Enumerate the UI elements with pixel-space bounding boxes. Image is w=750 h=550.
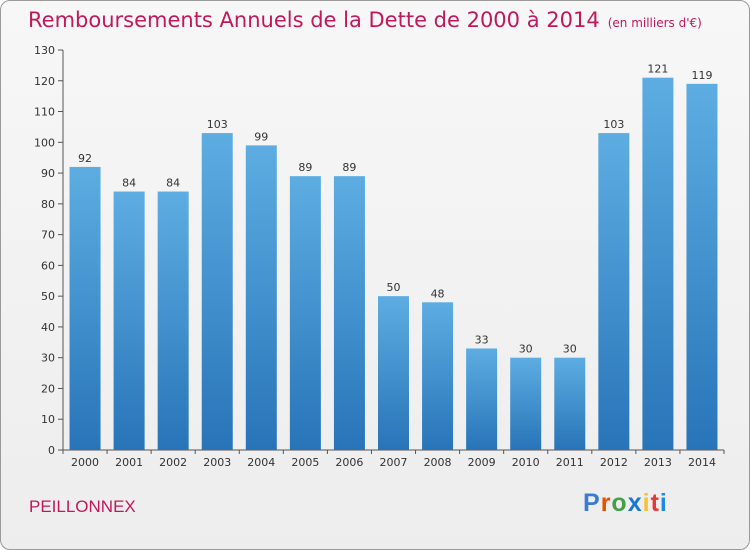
x-tick-label: 2007 bbox=[380, 456, 408, 469]
title-main: Remboursements Annuels de la Dette de 20… bbox=[28, 8, 600, 32]
x-tick-label: 2009 bbox=[468, 456, 496, 469]
data-label-2001: 84 bbox=[122, 177, 136, 190]
x-tick-label: 2006 bbox=[335, 456, 363, 469]
data-label-2004: 99 bbox=[254, 130, 268, 143]
title-unit: (en milliers d'€) bbox=[607, 16, 702, 30]
bar-2005 bbox=[289, 176, 321, 450]
y-tick-label: 130 bbox=[34, 44, 55, 57]
logo-letter: r bbox=[600, 489, 612, 517]
bar-2012 bbox=[598, 133, 630, 451]
bar-2008 bbox=[422, 302, 454, 450]
logo-letter: x bbox=[627, 489, 643, 517]
data-label-2013: 121 bbox=[647, 63, 668, 76]
data-label-2005: 89 bbox=[298, 161, 312, 174]
chart-title: Remboursements Annuels de la Dette de 20… bbox=[28, 8, 702, 32]
x-tick-label: 2014 bbox=[688, 456, 716, 469]
y-axis: 0 10 20 30 40 50 60 70 80 90 100 110 120 130 bbox=[34, 44, 64, 457]
logo-letter: i bbox=[642, 489, 651, 517]
x-tick-label: 2008 bbox=[424, 456, 452, 469]
x-tick-label: 2000 bbox=[71, 456, 99, 469]
y-tick-label: 90 bbox=[41, 167, 55, 180]
bar-2000 bbox=[69, 166, 101, 450]
y-tick-label: 70 bbox=[41, 229, 55, 242]
logo-letter: P bbox=[583, 489, 601, 517]
data-label-2012: 103 bbox=[603, 118, 624, 131]
y-tick-label: 30 bbox=[41, 352, 55, 365]
bar-2001 bbox=[113, 191, 145, 451]
y-tick-label: 60 bbox=[41, 259, 55, 272]
x-tick-label: 2010 bbox=[512, 456, 540, 469]
y-tick-label: 50 bbox=[41, 290, 55, 303]
commune-name: PEILLONNEX bbox=[29, 497, 136, 516]
data-label-2008: 48 bbox=[431, 287, 445, 300]
bar-2013 bbox=[642, 77, 674, 450]
y-tick-label: 120 bbox=[34, 75, 55, 88]
data-label-2006: 89 bbox=[342, 161, 356, 174]
bar-2003 bbox=[201, 133, 233, 451]
bar-2010 bbox=[510, 357, 542, 450]
bar-2007 bbox=[378, 296, 409, 450]
logo-letter: t bbox=[650, 489, 660, 517]
data-label-2011: 30 bbox=[563, 343, 577, 356]
bars: 92 84 84 103 99 89 89 50 48 33 30 30 103 121 119 bbox=[69, 63, 718, 451]
y-tick-label: 80 bbox=[41, 198, 55, 211]
y-tick-label: 20 bbox=[41, 382, 55, 395]
x-tick-label: 2002 bbox=[159, 456, 187, 469]
data-label-2010: 30 bbox=[519, 343, 533, 356]
logo-letter: i bbox=[659, 489, 668, 517]
bar-2004 bbox=[245, 145, 277, 450]
y-tick-label: 100 bbox=[34, 136, 55, 149]
x-tick-label: 2012 bbox=[600, 456, 628, 469]
y-tick-label: 0 bbox=[48, 444, 55, 457]
x-axis: 2000 2001 2002 2003 2004 2005 2006 2007 2008 2009… bbox=[62, 449, 725, 469]
data-label-2002: 84 bbox=[166, 177, 180, 190]
y-tick-label: 10 bbox=[41, 413, 55, 426]
bar-2006 bbox=[333, 176, 365, 450]
x-tick-label: 2013 bbox=[644, 456, 672, 469]
x-tick-label: 2003 bbox=[203, 456, 231, 469]
data-label-2009: 33 bbox=[475, 333, 489, 346]
x-tick-label: 2011 bbox=[556, 456, 584, 469]
x-tick-label: 2004 bbox=[247, 456, 275, 469]
data-label-2014: 119 bbox=[691, 69, 712, 82]
x-tick-label: 2001 bbox=[115, 456, 143, 469]
proxiti-logo: Proxiti bbox=[583, 489, 668, 518]
bar-2014 bbox=[686, 83, 718, 450]
data-label-2003: 103 bbox=[207, 118, 228, 131]
logo-letter: o bbox=[611, 489, 628, 517]
bar-2009 bbox=[466, 348, 498, 450]
y-tick-label: 110 bbox=[34, 106, 55, 119]
y-tick-label: 40 bbox=[41, 321, 55, 334]
bar-2011 bbox=[554, 357, 586, 450]
data-label-2000: 92 bbox=[78, 152, 92, 165]
data-label-2007: 50 bbox=[387, 281, 401, 294]
bar-2002 bbox=[157, 191, 189, 451]
x-tick-label: 2005 bbox=[291, 456, 319, 469]
